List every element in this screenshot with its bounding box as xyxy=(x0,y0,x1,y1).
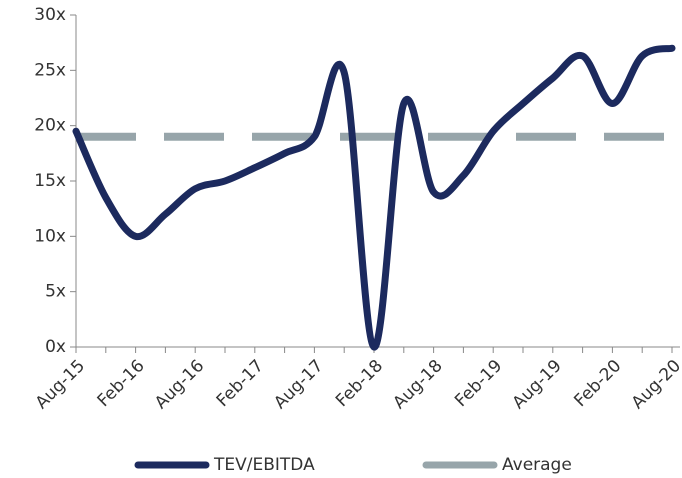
y-tick-label: 20x xyxy=(34,116,66,136)
x-tick-label: Aug-19 xyxy=(509,356,566,413)
y-tick-label: 15x xyxy=(34,171,66,191)
x-tick-label: Feb-20 xyxy=(570,356,625,411)
y-tick-label: 5x xyxy=(45,282,66,302)
x-tick-label: Aug-18 xyxy=(389,356,446,413)
y-tick-label: 0x xyxy=(45,337,66,357)
x-tick-label: Feb-17 xyxy=(213,356,268,411)
legend-label: Average xyxy=(502,455,572,475)
x-tick-label: Feb-18 xyxy=(332,356,387,411)
y-tick-label: 10x xyxy=(34,226,66,246)
legend-label: TEV/EBITDA xyxy=(213,455,315,475)
y-tick-label: 25x xyxy=(34,60,66,80)
x-tick-label: Aug-20 xyxy=(628,356,682,413)
y-tick-label: 30x xyxy=(34,5,66,25)
x-tick-label: Feb-16 xyxy=(94,356,149,411)
series-line xyxy=(72,44,676,351)
x-tick-label: Aug-15 xyxy=(32,356,89,413)
x-tick-label: Aug-16 xyxy=(151,356,208,413)
x-tick-label: Feb-19 xyxy=(451,356,506,411)
x-tick-label: Aug-17 xyxy=(270,356,327,413)
